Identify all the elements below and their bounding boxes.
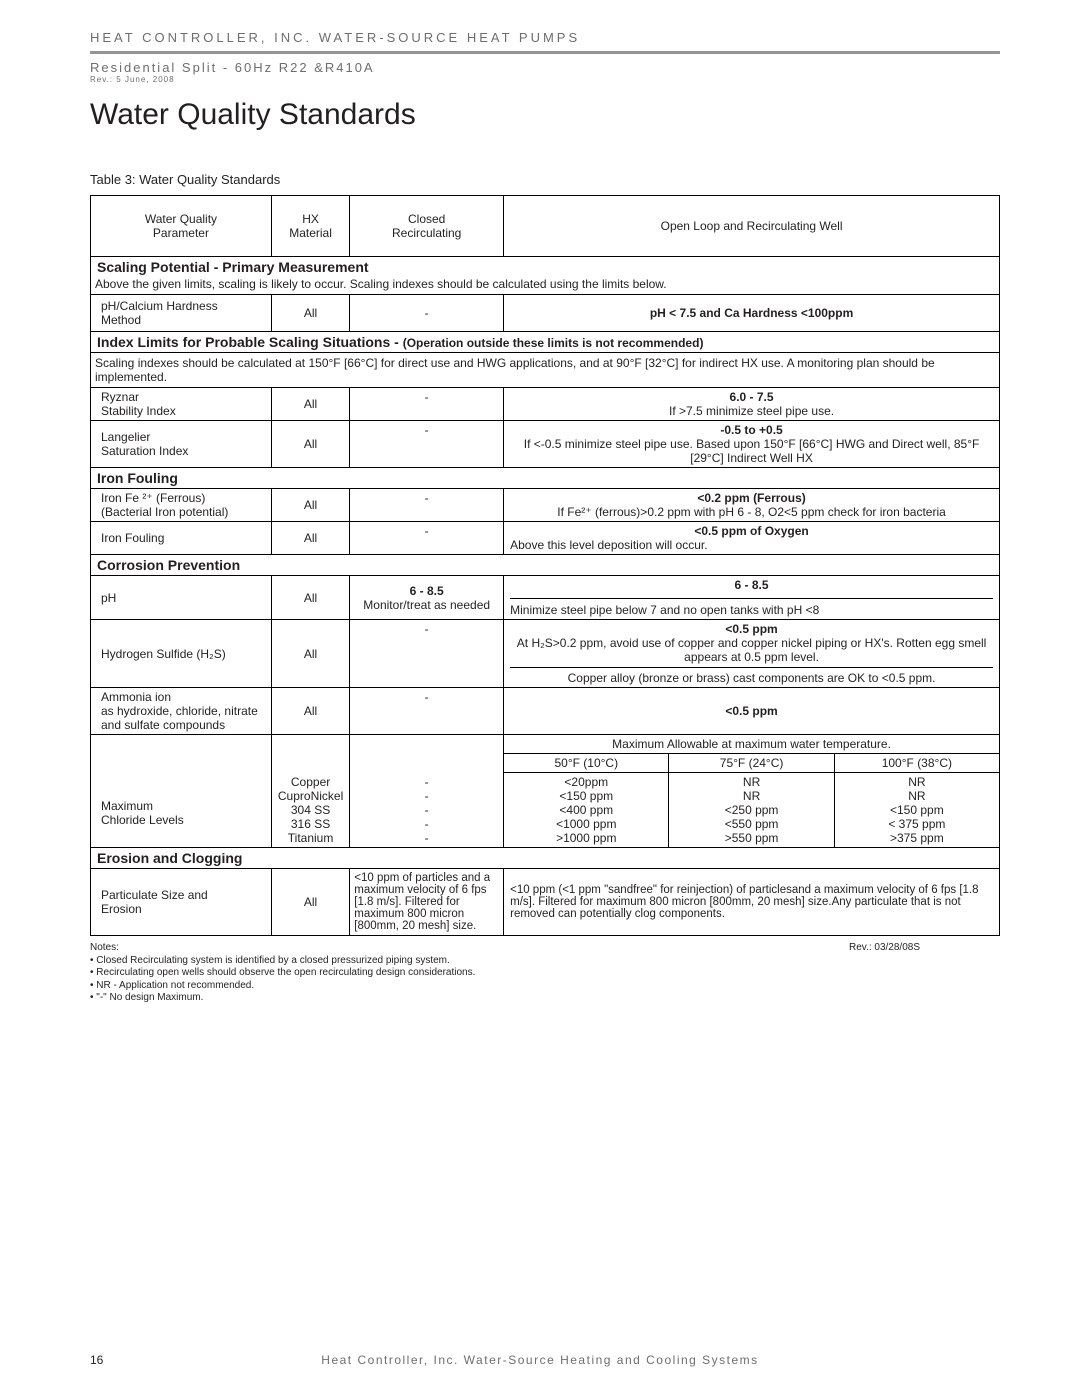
ph-hardness-param: pH/Calcium HardnessMethod (91, 295, 272, 332)
chl-t3: 100°F (38°C) (834, 754, 999, 773)
chl-t2: 75°F (24°C) (669, 754, 834, 773)
particulate-closed: <10 ppm of particles and a maximum veloc… (350, 869, 504, 936)
ammonia-open: <0.5 ppm (504, 688, 1000, 735)
chloride-mat-top (271, 735, 349, 773)
ph-open: 6 - 8.5 Minimize steel pipe below 7 and … (504, 576, 1000, 620)
ammonia-mat: All (271, 688, 349, 735)
chloride-max-hdr: Maximum Allowable at maximum water tempe… (504, 735, 1000, 754)
ryznar-mat: All (271, 388, 349, 421)
sec3-header: Iron Fouling (91, 468, 1000, 489)
chloride-closed: - - - - - (350, 773, 504, 848)
sec2-note: Scaling indexes should be calculated at … (91, 353, 1000, 388)
sec1-header: Scaling Potential - Primary Measurement (91, 257, 1000, 278)
sec1-note: Above the given limits, scaling is likel… (91, 277, 1000, 295)
chloride-closed-top (350, 735, 504, 773)
header-company: HEAT CONTROLLER, INC. WATER-SOURCE HEAT … (90, 30, 1000, 45)
header-product: Residential Split - 60Hz R22 &R410A (90, 60, 1000, 75)
ph-hardness-mat: All (271, 295, 349, 332)
ryznar-closed: - (350, 388, 504, 421)
iron-foul-mat: All (271, 522, 349, 555)
sec5-header: Erosion and Clogging (91, 848, 1000, 869)
h2s-mat: All (271, 620, 349, 688)
chl-t1: 50°F (10°C) (504, 754, 669, 773)
h2s-open: <0.5 ppmAt H₂S>0.2 ppm, avoid use of cop… (504, 620, 1000, 688)
h2s-param: Hydrogen Sulfide (H₂S) (91, 620, 272, 688)
ph-closed: 6 - 8.5Monitor/treat as needed (350, 576, 504, 620)
chloride-param (91, 735, 272, 773)
langelier-mat: All (271, 421, 349, 468)
ryznar-param: RyznarStability Index (91, 388, 272, 421)
col-parameter: Water QualityParameter (91, 196, 272, 257)
table-rev: Rev.: 03/28/08S (849, 942, 920, 953)
ph-hardness-closed: - (350, 295, 504, 332)
langelier-closed: - (350, 421, 504, 468)
h2s-closed: - (350, 620, 504, 688)
iron-fe-param: Iron Fe ²⁺ (Ferrous)(Bacterial Iron pote… (91, 489, 272, 522)
water-quality-table: Water QualityParameter HXMaterial Closed… (90, 195, 1000, 936)
particulate-mat: All (271, 869, 349, 936)
page-footer: Heat Controller, Inc. Water-Source Heati… (0, 1353, 1080, 1367)
sec2-header: Index Limits for Probable Scaling Situat… (91, 332, 1000, 353)
ph-hardness-open: pH < 7.5 and Ca Hardness <100ppm (504, 295, 1000, 332)
particulate-param: Particulate Size andErosion (91, 869, 272, 936)
ammonia-closed: - (350, 688, 504, 735)
langelier-open: -0.5 to +0.5If <-0.5 minimize steel pipe… (504, 421, 1000, 468)
header-rule (90, 51, 1000, 54)
col-material: HXMaterial (271, 196, 349, 257)
ammonia-param: Ammonia ionas hydroxide, chloride, nitra… (91, 688, 272, 735)
chloride-materials: Copper CuproNickel 304 SS 316 SS Titaniu… (271, 773, 349, 848)
iron-fe-open: <0.2 ppm (Ferrous)If Fe²⁺ (ferrous)>0.2 … (504, 489, 1000, 522)
iron-foul-closed: - (350, 522, 504, 555)
table-caption: Table 3: Water Quality Standards (90, 172, 1000, 187)
chloride-100f: NR NR <150 ppm < 375 ppm >375 ppm (834, 773, 999, 848)
iron-foul-open: <0.5 ppm of OxygenAbove this level depos… (504, 522, 1000, 555)
iron-fe-mat: All (271, 489, 349, 522)
chloride-label: MaximumChloride Levels (91, 773, 272, 848)
ph-param: pH (91, 576, 272, 620)
sec4-header: Corrosion Prevention (91, 555, 1000, 576)
ph-mat: All (271, 576, 349, 620)
chloride-50f: <20ppm <150 ppm <400 ppm <1000 ppm >1000… (504, 773, 669, 848)
chloride-75f: NR NR <250 ppm <550 ppm >550 ppm (669, 773, 834, 848)
iron-foul-param: Iron Fouling (91, 522, 272, 555)
page-title: Water Quality Standards (90, 98, 1000, 132)
col-open: Open Loop and Recirculating Well (504, 196, 1000, 257)
ryznar-open: 6.0 - 7.5If >7.5 minimize steel pipe use… (504, 388, 1000, 421)
langelier-param: LangelierSaturation Index (91, 421, 272, 468)
col-closed: ClosedRecirculating (350, 196, 504, 257)
particulate-open: <10 ppm (<1 ppm "sandfree" for reinjecti… (504, 869, 1000, 936)
header-rev: Rev.: 5 June, 2008 (90, 75, 1000, 84)
iron-fe-closed: - (350, 489, 504, 522)
